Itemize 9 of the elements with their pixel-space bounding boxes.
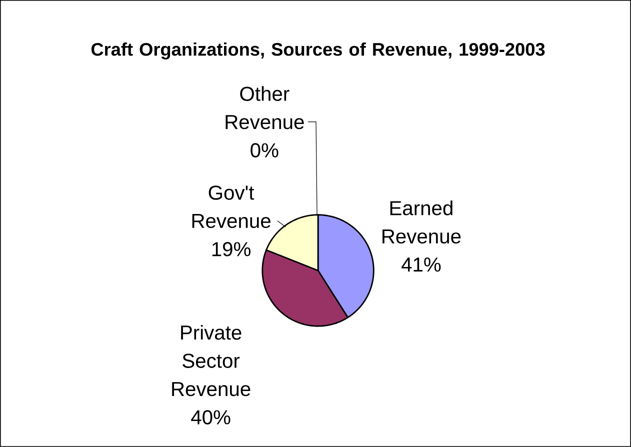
chart-title: Craft Organizations, Sources of Revenue, 1999-2003 (91, 42, 545, 60)
slice-label: Gov't Revenue (192, 186, 270, 228)
data-label: 40% (191, 410, 230, 424)
slice-label: Private Sector Revenue (172, 324, 250, 396)
data-label: 19% (212, 242, 250, 256)
category-label: Other Revenue (226, 86, 304, 130)
text: 0% (250, 143, 278, 158)
data-label: 41% (402, 258, 441, 272)
slice-label: Earned Revenue (382, 200, 461, 244)
